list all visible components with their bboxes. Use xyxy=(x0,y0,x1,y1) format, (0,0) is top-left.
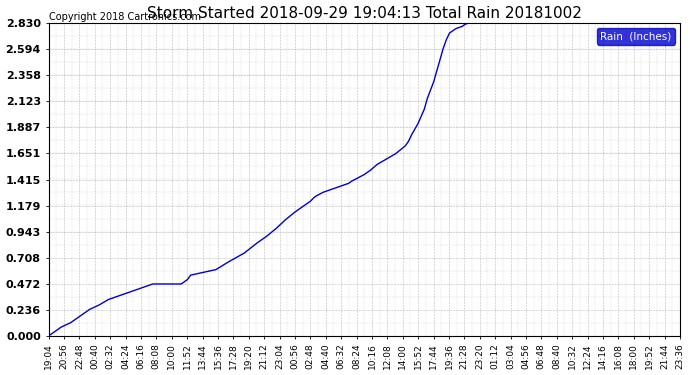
Legend: Rain  (Inches): Rain (Inches) xyxy=(598,28,675,45)
Title: Storm Started 2018-09-29 19:04:13 Total Rain 20181002: Storm Started 2018-09-29 19:04:13 Total … xyxy=(147,6,582,21)
Text: Copyright 2018 Cartronics.com: Copyright 2018 Cartronics.com xyxy=(48,12,201,21)
